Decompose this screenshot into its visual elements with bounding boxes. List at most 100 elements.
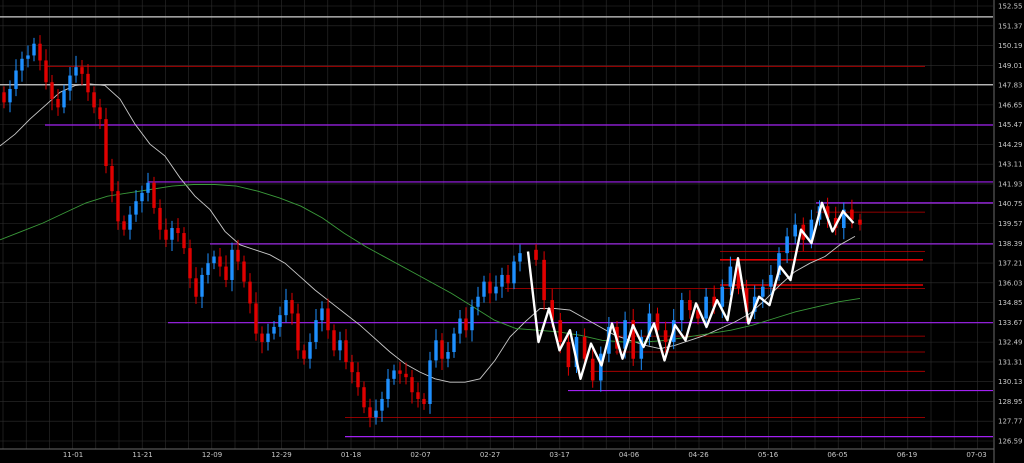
candle-down — [744, 288, 749, 312]
candle-up — [266, 333, 270, 342]
y-tick-label: 143.11 — [998, 161, 1023, 169]
candle-down — [110, 166, 114, 192]
candle-down — [194, 278, 198, 297]
candle-up — [278, 315, 282, 327]
moving-averages — [0, 83, 861, 383]
x-tick-label: 01-18 — [341, 451, 361, 459]
x-tick-label: 12-29 — [271, 451, 291, 459]
candle-up — [284, 300, 288, 316]
candle-up — [338, 340, 342, 351]
candle-up — [128, 214, 132, 230]
candle-up — [777, 253, 781, 275]
candle-down — [158, 207, 162, 230]
candle-up — [320, 308, 324, 321]
candle-down — [152, 182, 156, 208]
candle-down — [218, 256, 222, 267]
candle-down — [2, 92, 6, 103]
x-tick-label: 06-19 — [897, 451, 917, 459]
candle-down — [224, 266, 228, 280]
candle-down — [242, 261, 246, 282]
candle-up — [230, 249, 234, 280]
candle-up — [793, 224, 797, 237]
x-tick-label: 03-17 — [549, 451, 569, 459]
candle-down — [663, 330, 668, 342]
candle-up — [32, 43, 36, 56]
y-tick-label: 128.95 — [998, 398, 1023, 406]
candle-down — [712, 296, 716, 307]
candle-up — [434, 340, 438, 361]
candle-up — [647, 313, 652, 337]
candle-up — [146, 182, 150, 193]
candle-down — [440, 340, 444, 359]
x-tick-label: 11-21 — [132, 451, 152, 459]
candle-down — [86, 73, 90, 93]
candle-down — [302, 350, 306, 359]
candle-up — [374, 410, 378, 418]
candle-down — [404, 373, 408, 378]
candle-up — [809, 219, 814, 240]
candle-up — [14, 70, 18, 89]
y-tick-label: 144.29 — [998, 141, 1023, 149]
candle-up — [272, 326, 276, 334]
candle-up — [482, 281, 486, 297]
candle-up — [500, 274, 504, 287]
candle-down — [850, 209, 854, 220]
x-tick-label: 06-05 — [827, 451, 847, 459]
candle-up — [200, 274, 204, 297]
candle-down — [290, 300, 294, 314]
horizontal-levels — [0, 16, 993, 438]
candle-down — [736, 266, 741, 289]
x-tick-label: 05-16 — [758, 451, 779, 459]
candle-down — [825, 206, 830, 218]
candle-down — [80, 67, 84, 74]
y-tick-label: 149.01 — [998, 62, 1023, 70]
candle-up — [140, 192, 144, 202]
candle-up — [785, 236, 789, 254]
candles — [2, 35, 862, 428]
y-tick-label: 152.55 — [998, 3, 1023, 11]
candle-down — [164, 229, 168, 240]
candle-up — [761, 286, 765, 297]
candle-down — [362, 387, 366, 408]
candle-down — [248, 281, 252, 304]
candle-down — [506, 274, 510, 284]
candle-up — [206, 263, 210, 275]
candle-down — [558, 320, 563, 342]
x-tick-label: 11-01 — [63, 451, 83, 459]
candle-down — [122, 221, 126, 230]
candle-up — [62, 90, 66, 108]
candle-up — [212, 256, 216, 264]
candle-down — [398, 370, 402, 374]
candle-up — [134, 201, 138, 215]
y-tick-label: 145.47 — [998, 121, 1023, 129]
candle-up — [446, 352, 450, 359]
candle-down — [236, 249, 240, 262]
y-tick-label: 130.13 — [998, 378, 1023, 386]
candle-down — [260, 333, 264, 342]
y-tick-label: 126.59 — [998, 438, 1023, 446]
y-tick-label: 133.67 — [998, 319, 1023, 327]
candle-down — [422, 398, 426, 404]
candle-up — [512, 261, 516, 284]
candle-up — [8, 88, 12, 103]
candle-down — [688, 300, 692, 311]
candle-down — [92, 92, 96, 108]
candle-up — [476, 296, 480, 307]
y-tick-label: 138.39 — [998, 240, 1023, 248]
candle-down — [590, 358, 595, 381]
x-tick-label: 04-26 — [688, 451, 709, 459]
x-tick-label: 12-09 — [202, 451, 222, 459]
candle-down — [550, 300, 554, 321]
candle-up — [518, 253, 522, 262]
time-axis: 11-01 11-21 12-09 12-29 01-18 02-07 02-27 03-17… — [0, 448, 994, 459]
candle-up — [639, 336, 644, 359]
candle-up — [458, 318, 462, 334]
y-tick-label: 137.21 — [998, 260, 1023, 268]
x-tick-label: 07-03 — [966, 451, 986, 459]
x-tick-label: 02-27 — [480, 451, 500, 459]
candle-down — [326, 308, 330, 331]
candle-up — [680, 300, 684, 321]
y-tick-label: 127.77 — [998, 418, 1023, 426]
candle-down — [410, 377, 414, 393]
